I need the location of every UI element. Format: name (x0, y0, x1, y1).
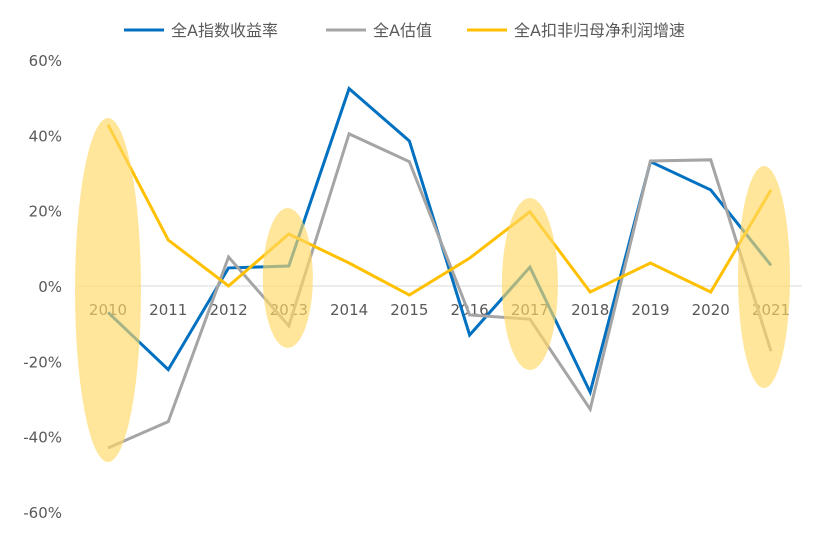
x-tick-label: 2014 (330, 301, 368, 319)
highlights (75, 118, 790, 462)
x-tick-label: 2019 (631, 301, 669, 319)
y-tick-label: -40% (23, 429, 62, 447)
legend: 全A指数收益率 全A估值 全A扣非归母净利润增速 (124, 21, 685, 40)
y-tick-label: -60% (23, 504, 62, 522)
series-line-1 (107, 131, 773, 450)
y-axis: -60% -40% -20% 0% 20% 40% 60% (23, 52, 62, 522)
legend-item-1: 全A估值 (326, 21, 432, 40)
legend-item-0: 全A指数收益率 (124, 21, 278, 40)
legend-label: 全A估值 (373, 21, 432, 40)
y-tick-label: -20% (23, 353, 62, 371)
legend-label: 全A指数收益率 (171, 21, 278, 40)
y-tick-label: 40% (29, 127, 62, 145)
x-tick-label: 2015 (390, 301, 428, 319)
series-lines (106, 86, 773, 450)
highlight-ellipse-2021 (738, 166, 790, 388)
y-tick-label: 20% (29, 203, 62, 221)
series-line-2 (106, 124, 773, 297)
x-tick-label: 2018 (571, 301, 609, 319)
highlight-ellipse-2017 (501, 198, 558, 370)
highlight-ellipse-2010 (75, 118, 141, 462)
y-tick-label: 60% (29, 52, 62, 70)
legend-label: 全A扣非归母净利润增速 (514, 21, 685, 40)
legend-item-2: 全A扣非归母净利润增速 (467, 21, 685, 40)
y-tick-label: 0% (38, 278, 62, 296)
x-tick-label: 2020 (692, 301, 730, 319)
x-tick-label: 2011 (149, 301, 187, 319)
highlight-ellipse-2013 (262, 208, 313, 348)
x-axis: 2010201120122013201420152016201720182019… (89, 301, 790, 319)
x-tick-label: 2012 (209, 301, 247, 319)
